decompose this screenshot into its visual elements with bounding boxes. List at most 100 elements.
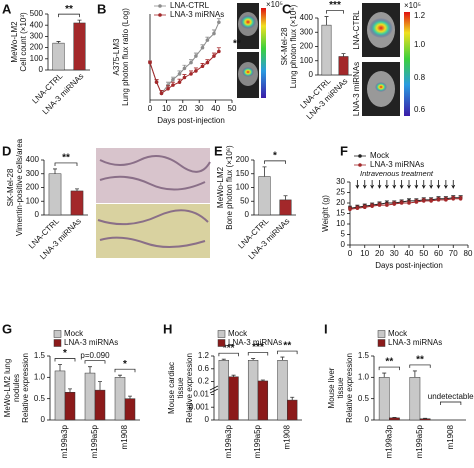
y-axis-label: Lung photon flux ratio (Log) — [121, 8, 130, 106]
marker — [421, 199, 426, 203]
marker — [444, 198, 448, 202]
marker — [148, 60, 152, 65]
bracket — [54, 162, 78, 166]
bar — [378, 377, 390, 421]
x-tick-label: 20 — [178, 104, 187, 113]
y-tick-label: 500 — [30, 9, 44, 18]
y-tick-label: 300 — [26, 169, 40, 178]
x-tick-label: 60 — [434, 249, 443, 258]
treatment-arrow — [362, 180, 367, 189]
marker — [217, 49, 221, 54]
legend-label: LNA-3 miRNAs — [64, 338, 118, 347]
annotation: *** — [252, 342, 264, 353]
annotation: *** — [329, 0, 341, 11]
y-tick-label: 0 — [35, 210, 40, 219]
x-tick-label: 40 — [405, 249, 414, 258]
error-bar — [88, 366, 92, 374]
annotation: ** — [283, 341, 291, 352]
bracket — [114, 368, 136, 373]
y-axis-label: Relative expression — [345, 353, 354, 423]
legend-label: LNA-3 miRNAs — [388, 338, 442, 347]
y-axis-label: Lung photon flux (×10⁶) — [289, 4, 298, 88]
mouse-images-b — [237, 3, 266, 98]
bracket — [247, 352, 269, 356]
bar — [48, 173, 62, 216]
marker — [171, 83, 175, 87]
x-tick-label: m199a5p — [415, 424, 424, 458]
y-axis-label: nodules — [12, 374, 21, 402]
y-axis-label: Weight (g) — [321, 195, 330, 232]
legend-swatch — [53, 330, 62, 338]
x-tick-label: m1908 — [282, 424, 291, 449]
annotation: * — [63, 348, 67, 359]
marker — [171, 77, 175, 82]
y-tick-label: 400 — [26, 155, 40, 164]
y-tick-label: 200 — [30, 43, 44, 52]
marker — [436, 198, 441, 202]
marker — [370, 204, 374, 208]
bar — [228, 376, 239, 421]
y-tick-label: 100 — [30, 54, 44, 63]
error-bar — [98, 381, 102, 391]
x-tick-label: m199a5p — [253, 424, 262, 458]
y-tick-label: 1.0 — [34, 372, 46, 381]
marker — [159, 91, 164, 96]
bracket — [277, 350, 298, 355]
treatment-arrow — [421, 180, 426, 189]
y-tick-label: 15 — [336, 209, 345, 218]
annotation: * — [273, 151, 277, 162]
bar — [409, 377, 421, 421]
y-tick-label: 100 — [300, 56, 314, 65]
marker — [399, 201, 404, 205]
x-tick-label: 0 — [348, 249, 353, 258]
annotation: ** — [385, 357, 393, 368]
marker — [414, 200, 419, 204]
error-bar — [128, 395, 132, 399]
histology-image — [96, 148, 211, 258]
y-tick-label: 100 — [236, 183, 250, 192]
marker — [200, 45, 205, 50]
marker — [385, 203, 389, 207]
y-tick-label: 0.5 — [34, 394, 46, 403]
bar — [84, 372, 96, 421]
bracket — [326, 10, 344, 14]
bar — [114, 377, 126, 421]
y-axis-label: Cell count (×10³) — [19, 12, 28, 72]
y-tick-label: 0 — [309, 70, 314, 79]
treatment-arrow — [392, 180, 397, 189]
bar — [389, 417, 400, 421]
panel-label: H — [163, 321, 172, 336]
x-tick-label: 50 — [419, 249, 428, 258]
y-axis-label: tissue — [176, 377, 185, 398]
y-tick-label: 300 — [300, 27, 314, 36]
x-tick-label: 80 — [464, 249, 473, 258]
annotation: ** — [65, 4, 73, 15]
bar — [54, 370, 66, 421]
annotation: ** — [233, 39, 241, 50]
annotation: undetectable — [428, 392, 474, 401]
legend-label: LNA-3 miRNAs — [370, 160, 424, 169]
legend-label: Mock — [228, 329, 248, 338]
marker — [212, 31, 216, 36]
colorbar-tick: 0.8 — [414, 73, 426, 82]
y-axis-label: Mouse liver — [327, 367, 336, 408]
legend-label: Mock — [64, 329, 84, 338]
x-tick-label: 10 — [162, 104, 171, 113]
bar — [321, 24, 332, 76]
treatment-arrow — [451, 180, 456, 189]
colorbar-title: ×10⁵ — [404, 1, 421, 10]
y-axis-label: Mouse cardiac — [167, 362, 176, 414]
marker — [177, 80, 182, 84]
series-line — [349, 198, 461, 210]
legend-swatch — [53, 339, 62, 347]
legend-swatch — [377, 339, 386, 347]
y-axis-label: MeWo-LM2 lung — [3, 359, 12, 418]
marker — [154, 80, 159, 84]
marker — [200, 64, 205, 69]
bar — [258, 176, 271, 216]
error-bar — [290, 396, 295, 401]
series-line — [149, 22, 220, 95]
panel-label: C — [282, 1, 292, 16]
bar — [287, 399, 298, 421]
colorbar-tick: 1.0 — [414, 40, 426, 49]
